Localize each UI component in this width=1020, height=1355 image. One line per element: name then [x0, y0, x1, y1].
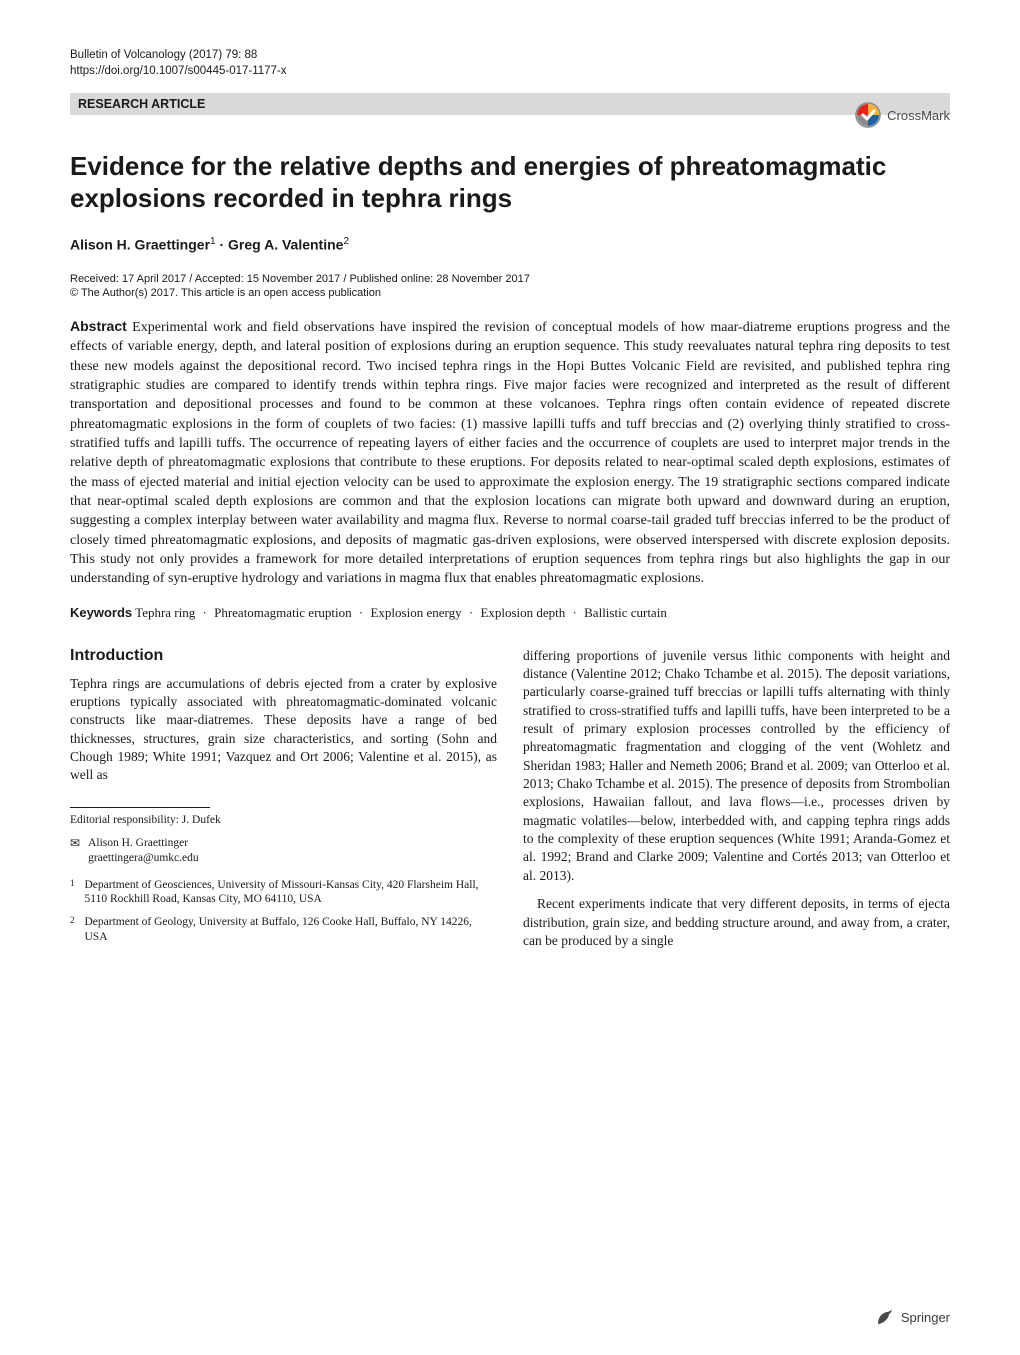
- publication-dates: Received: 17 April 2017 / Accepted: 15 N…: [70, 273, 950, 285]
- corresponding-details: Alison H. Graettinger graettingera@umkc.…: [88, 836, 199, 866]
- abstract: Abstract Experimental work and field obs…: [70, 317, 950, 588]
- journal-info: Bulletin of Volcanology (2017) 79: 88 ht…: [70, 48, 950, 79]
- keywords: Keywords Tephra ring · Phreatomagmatic e…: [70, 605, 950, 621]
- affiliation-2-num: 2: [70, 915, 75, 945]
- intro-paragraph-1: Tephra rings are accumulations of debris…: [70, 675, 497, 785]
- springer-horse-icon: [875, 1307, 895, 1327]
- springer-label: Springer: [901, 1310, 950, 1325]
- springer-logo: Springer: [875, 1307, 950, 1327]
- keywords-list: Tephra ring · Phreatomagmatic eruption ·…: [135, 605, 667, 620]
- corresponding-name: Alison H. Graettinger: [88, 837, 188, 849]
- authors: Alison H. Graettinger1 · Greg A. Valenti…: [70, 236, 950, 253]
- article-type: RESEARCH ARTICLE: [70, 93, 950, 115]
- crossmark-label: CrossMark: [887, 108, 950, 123]
- crossmark-badge[interactable]: CrossMark: [855, 102, 950, 128]
- body-columns: Introduction Tephra rings are accumulati…: [70, 647, 950, 961]
- envelope-icon: ✉: [70, 837, 80, 866]
- affiliation-2-text: Department of Geology, University at Buf…: [85, 915, 498, 945]
- journal-name: Bulletin of Volcanology (2017) 79: 88: [70, 48, 950, 64]
- keywords-label: Keywords: [70, 605, 132, 620]
- column-left: Introduction Tephra rings are accumulati…: [70, 647, 497, 961]
- article-title: Evidence for the relative depths and ene…: [70, 151, 950, 214]
- column-right: differing proportions of juvenile versus…: [523, 647, 950, 961]
- affiliation-1-text: Department of Geosciences, University of…: [85, 878, 498, 908]
- abstract-text: Experimental work and field observations…: [70, 320, 950, 586]
- affiliation-2: 2 Department of Geology, University at B…: [70, 915, 497, 945]
- corresponding-author: ✉ Alison H. Graettinger graettingera@umk…: [70, 836, 497, 866]
- copyright: © The Author(s) 2017. This article is an…: [70, 287, 950, 299]
- abstract-label: Abstract: [70, 318, 127, 334]
- section-heading-introduction: Introduction: [70, 647, 497, 665]
- corresponding-email: graettingera@umkc.edu: [88, 852, 199, 864]
- affiliation-1-num: 1: [70, 878, 75, 908]
- journal-doi: https://doi.org/10.1007/s00445-017-1177-…: [70, 64, 950, 80]
- editorial-responsibility: Editorial responsibility: J. Dufek: [70, 814, 497, 826]
- crossmark-icon: [855, 102, 881, 128]
- intro-paragraph-3: Recent experiments indicate that very di…: [523, 895, 950, 950]
- intro-paragraph-2: differing proportions of juvenile versus…: [523, 647, 950, 886]
- affiliation-1: 1 Department of Geosciences, University …: [70, 878, 497, 908]
- footnote-rule: [70, 807, 210, 808]
